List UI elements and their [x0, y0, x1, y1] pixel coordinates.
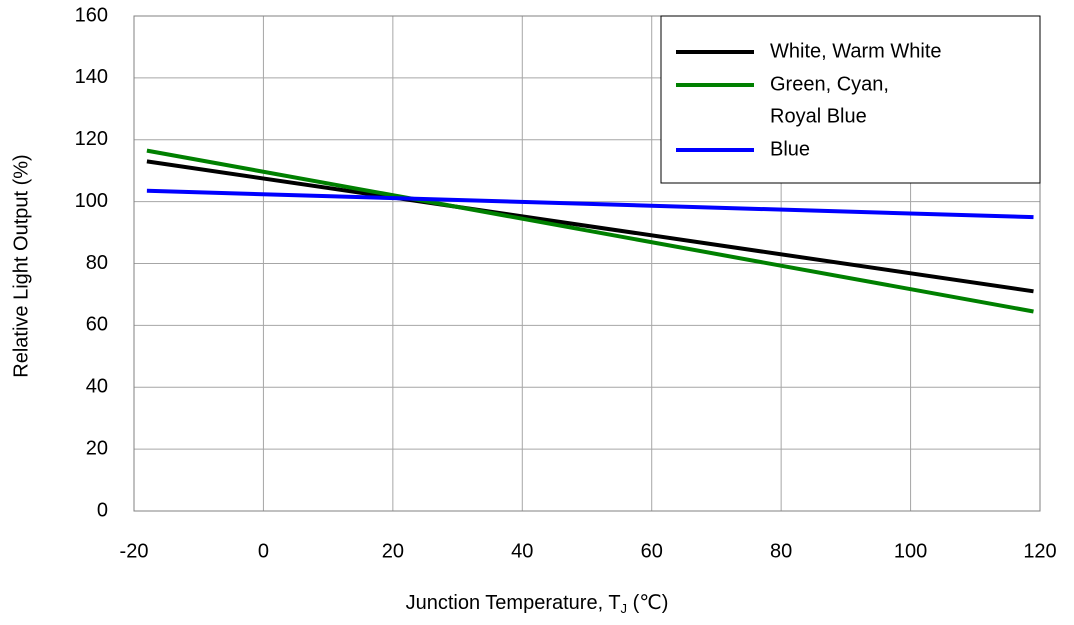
y-tick-label: 20 [86, 437, 108, 459]
y-tick-label: 60 [86, 314, 108, 336]
legend: White, Warm White Green, Cyan, Royal Blue B… [660, 15, 1041, 184]
x-axis-label-subscript: J [620, 601, 628, 616]
y-tick-label: 100 [75, 190, 108, 212]
tick-labels: -20 0 20 40 60 80 100 120 0 20 40 60 80 100 120 140 160 [75, 4, 1057, 562]
y-tick-label: 80 [86, 252, 108, 274]
y-tick-label: 0 [97, 499, 108, 521]
plot-area-border [133, 15, 1041, 512]
x-axis-label-prefix: Junction Temperature, T [405, 592, 621, 614]
y-tick-label: 140 [75, 66, 108, 88]
x-tick-label: 80 [770, 540, 792, 562]
y-tick-label: 40 [86, 376, 108, 398]
x-tick-label: 0 [258, 540, 269, 562]
plot-frame [133, 15, 1041, 512]
legend-box [660, 15, 1041, 184]
series-line-1 [146, 148, 1034, 314]
y-tick-label: 160 [75, 4, 108, 26]
x-tick-label: 20 [382, 540, 404, 562]
x-tick-label: 120 [1023, 540, 1056, 562]
x-axis-label: Junction Temperature, TJ (℃) [406, 590, 669, 616]
x-tick-label: 40 [511, 540, 533, 562]
grid [134, 16, 1040, 511]
series-layer [146, 148, 1034, 314]
legend-label: Blue [770, 138, 810, 160]
x-axis-label-suffix: (℃) [627, 592, 669, 614]
x-tick-label: -20 [120, 540, 149, 562]
x-tick-label: 100 [894, 540, 927, 562]
legend-label: Green, Cyan, [770, 73, 889, 95]
y-tick-label: 120 [75, 128, 108, 150]
x-tick-label: 60 [641, 540, 663, 562]
legend-label: Royal Blue [770, 105, 867, 127]
legend-label: White, Warm White [770, 40, 942, 62]
series-line-2 [146, 188, 1034, 220]
series-line-0 [146, 159, 1034, 294]
y-axis-label: Relative Light Output (%) [10, 154, 33, 378]
